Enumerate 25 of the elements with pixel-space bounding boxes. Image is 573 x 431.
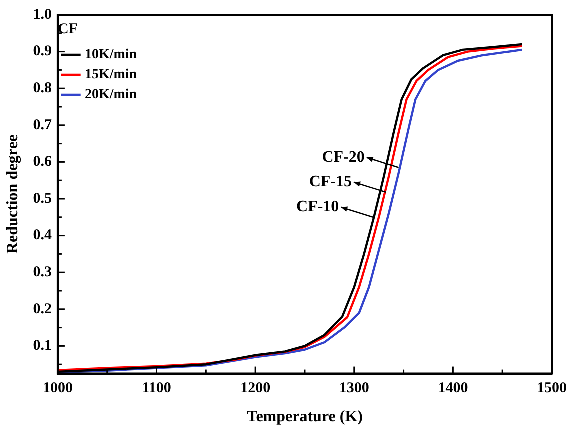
y-axis-title: Reduction degree bbox=[4, 134, 22, 254]
y-tick-label: 0.2 bbox=[33, 301, 52, 318]
y-tick-label: 0.8 bbox=[33, 80, 52, 96]
y-tick-label: 0.5 bbox=[33, 190, 52, 207]
y-tick-label: 0.3 bbox=[33, 264, 52, 280]
x-tick-label: 1300 bbox=[339, 380, 370, 397]
legend-title: CF bbox=[58, 21, 78, 38]
annotation: CF-15 bbox=[309, 174, 352, 191]
legend-label: 15K/min bbox=[84, 68, 138, 83]
legend-label: 20K/min bbox=[84, 88, 138, 103]
x-tick-label: 1100 bbox=[142, 380, 172, 397]
y-tick-label: 0.6 bbox=[33, 154, 52, 170]
y-tick-label: 0.4 bbox=[33, 228, 52, 244]
x-tick-label: 1000 bbox=[42, 380, 73, 397]
y-tick-label: 0.1 bbox=[33, 338, 52, 354]
annotation: CF-10 bbox=[296, 198, 340, 216]
y-tick-label: 0.7 bbox=[33, 117, 52, 134]
x-tick-label: 1200 bbox=[240, 380, 271, 397]
y-tick-label: 1.0 bbox=[33, 6, 52, 23]
x-tick-label: 1500 bbox=[537, 380, 567, 397]
legend-label: 10K/min bbox=[84, 48, 138, 63]
x-tick-label: 1400 bbox=[438, 380, 468, 397]
y-tick-label: 0.9 bbox=[33, 44, 52, 60]
x-axis-title: Temperature (K) bbox=[246, 408, 363, 426]
annotation: CF-20 bbox=[322, 148, 365, 166]
